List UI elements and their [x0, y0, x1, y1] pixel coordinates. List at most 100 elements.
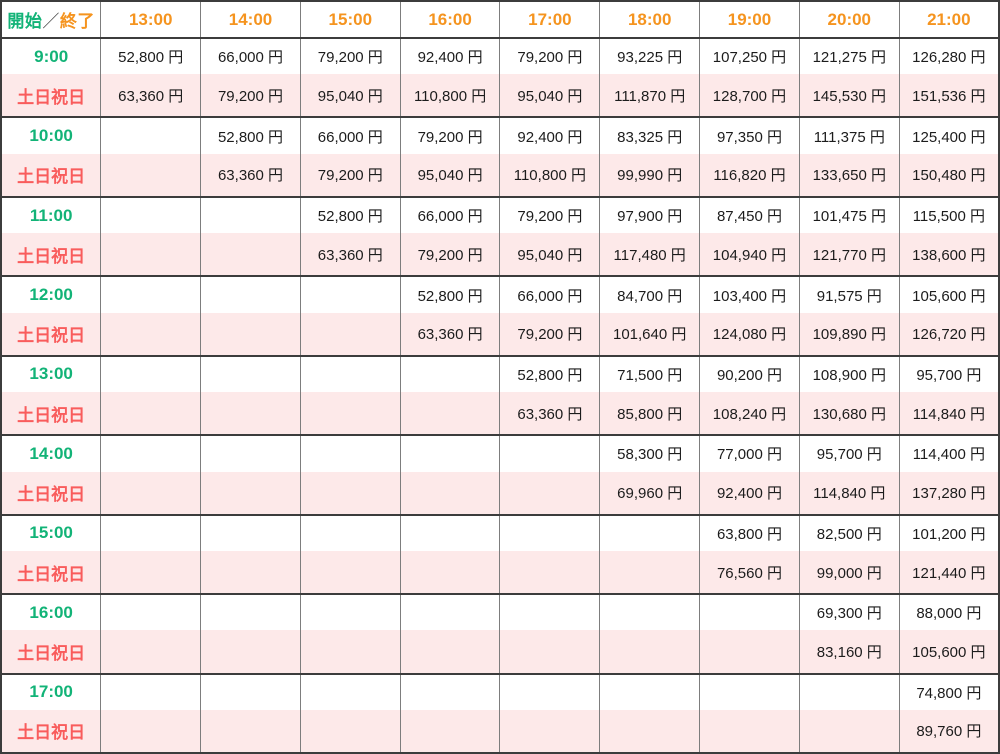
- end-time-header: 21:00: [898, 1, 999, 39]
- empty-cell: [299, 709, 401, 753]
- price-cell: 133,650 円: [798, 153, 900, 197]
- weekend-row: 土日祝日 63,360 円 79,200 円 95,040 円 110,800 円 99,…: [1, 153, 999, 197]
- price-cell: 105,600 円: [898, 630, 999, 674]
- price-cell: 79,200 円: [200, 74, 301, 118]
- empty-cell: [699, 593, 800, 631]
- empty-cell: [100, 551, 201, 595]
- end-time-header: 20:00: [798, 1, 900, 39]
- price-cell: 105,600 円: [898, 275, 999, 313]
- price-cell: 121,275 円: [798, 36, 900, 75]
- price-cell: 52,800 円: [200, 116, 301, 154]
- price-cell: 114,840 円: [898, 392, 999, 436]
- price-cell: 130,680 円: [798, 392, 900, 436]
- empty-cell: [200, 233, 301, 277]
- price-cell: 85,800 円: [599, 392, 700, 436]
- empty-cell: [299, 275, 401, 313]
- price-cell: 91,575 円: [798, 275, 900, 313]
- empty-cell: [299, 312, 401, 356]
- weekend-label-cell: 土日祝日: [17, 564, 86, 584]
- weekday-row: 13:00 52,800 円 71,500 円 90,200 円 108,900 円 95…: [1, 354, 999, 393]
- price-cell: 145,530 円: [798, 74, 900, 118]
- empty-cell: [299, 593, 401, 631]
- empty-cell: [200, 312, 301, 356]
- empty-cell: [599, 709, 700, 753]
- price-cell: 110,800 円: [399, 74, 500, 118]
- price-cell: 79,200 円: [399, 233, 500, 277]
- empty-cell: [200, 709, 301, 753]
- weekend-label-cell: 土日祝日: [17, 643, 86, 663]
- price-cell: 88,000 円: [898, 593, 999, 631]
- start-time-cell: 17:00: [1, 672, 101, 710]
- price-cell: 63,360 円: [100, 74, 201, 118]
- empty-cell: [699, 630, 800, 674]
- price-cell: 63,800 円: [699, 513, 800, 552]
- empty-cell: [499, 630, 600, 674]
- weekday-row: 9:00 52,800 円 66,000 円 79,200 円 92,400 円 79,2…: [1, 36, 999, 75]
- price-cell: 52,800 円: [399, 275, 500, 313]
- price-cell: 95,040 円: [499, 233, 600, 277]
- weekend-row: 土日祝日 63,360 円 79,200 円 95,040 円 110,800 円 95,…: [1, 74, 999, 118]
- empty-cell: [100, 471, 201, 515]
- empty-cell: [699, 672, 800, 710]
- start-time-cell: 16:00: [1, 593, 101, 631]
- price-cell: 111,870 円: [599, 74, 700, 118]
- empty-cell: [299, 392, 401, 436]
- empty-cell: [200, 593, 301, 631]
- price-cell: 125,400 円: [898, 116, 999, 154]
- empty-cell: [399, 392, 500, 436]
- empty-cell: [100, 312, 201, 356]
- price-cell: 66,000 円: [399, 195, 500, 234]
- price-cell: 110,800 円: [499, 153, 600, 197]
- price-cell: 95,040 円: [299, 74, 401, 118]
- price-cell: 101,640 円: [599, 312, 700, 356]
- price-cell: 97,900 円: [599, 195, 700, 234]
- empty-cell: [599, 630, 700, 674]
- price-cell: 104,940 円: [699, 233, 800, 277]
- price-cell: 79,200 円: [499, 312, 600, 356]
- price-cell: 101,475 円: [798, 195, 900, 234]
- weekend-label-cell: 土日祝日: [17, 405, 86, 425]
- price-cell: 90,200 円: [699, 354, 800, 393]
- price-cell: 95,040 円: [399, 153, 500, 197]
- weekday-row: 10:00 52,800 円 66,000 円 79,200 円 92,400 円 83,…: [1, 116, 999, 154]
- price-cell: 74,800 円: [898, 672, 999, 710]
- price-cell: 124,080 円: [699, 312, 800, 356]
- start-time-cell: 10:00: [1, 116, 101, 154]
- start-time-cell: 13:00: [1, 354, 101, 393]
- empty-cell: [399, 471, 500, 515]
- empty-cell: [200, 471, 301, 515]
- price-cell: 52,800 円: [499, 354, 600, 393]
- empty-cell: [200, 630, 301, 674]
- price-cell: 108,240 円: [699, 392, 800, 436]
- empty-cell: [100, 513, 201, 552]
- empty-cell: [200, 275, 301, 313]
- price-cell: 97,350 円: [699, 116, 800, 154]
- empty-cell: [100, 630, 201, 674]
- price-cell: 126,720 円: [898, 312, 999, 356]
- price-cell: 95,700 円: [798, 434, 900, 472]
- price-cell: 89,760 円: [898, 709, 999, 753]
- weekend-label-cell: 土日祝日: [17, 87, 86, 107]
- price-cell: 63,360 円: [200, 153, 301, 197]
- corner-header: 開始／終了: [1, 1, 101, 39]
- empty-cell: [798, 672, 900, 710]
- corner-end-label: 終了: [59, 12, 95, 31]
- weekday-row: 17:00 74,800 円: [1, 672, 999, 710]
- empty-cell: [100, 195, 201, 234]
- empty-cell: [699, 709, 800, 753]
- empty-cell: [499, 471, 600, 515]
- empty-cell: [599, 672, 700, 710]
- weekend-row: 土日祝日 63,360 円 79,200 円 95,040 円 117,480 円 104…: [1, 233, 999, 277]
- end-time-header: 16:00: [399, 1, 500, 39]
- price-cell: 103,400 円: [699, 275, 800, 313]
- empty-cell: [299, 630, 401, 674]
- weekday-row: 14:00 58,300 円 77,000 円 95,700 円 114,400 円: [1, 434, 999, 472]
- empty-cell: [299, 434, 401, 472]
- price-cell: 63,360 円: [399, 312, 500, 356]
- empty-cell: [499, 551, 600, 595]
- empty-cell: [100, 354, 201, 393]
- empty-cell: [200, 513, 301, 552]
- weekend-row: 土日祝日 76,560 円 99,000 円 121,440 円: [1, 551, 999, 595]
- price-cell: 151,536 円: [898, 74, 999, 118]
- empty-cell: [200, 354, 301, 393]
